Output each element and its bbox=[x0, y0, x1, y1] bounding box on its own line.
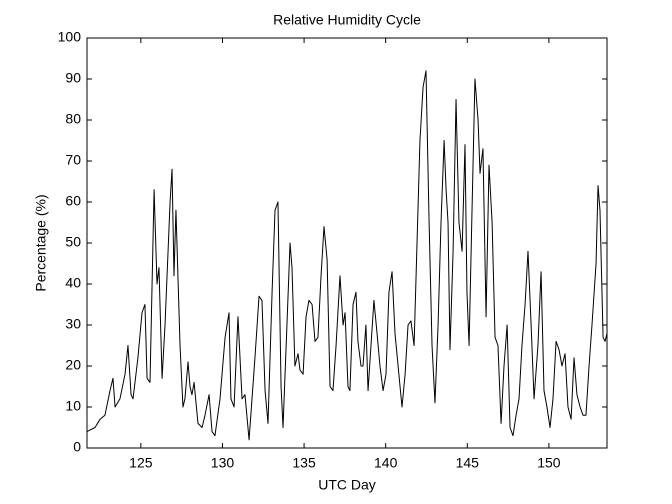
y-tick-label: 0 bbox=[73, 439, 81, 455]
y-tick-label: 10 bbox=[65, 398, 81, 414]
y-tick-label: 80 bbox=[65, 111, 81, 127]
y-tick-label: 30 bbox=[65, 316, 81, 332]
x-tick-label: 145 bbox=[456, 455, 480, 471]
data-line bbox=[86, 70, 608, 441]
y-tick-label: 90 bbox=[65, 70, 81, 86]
y-tick-label: 50 bbox=[65, 234, 81, 250]
y-tick-label: 70 bbox=[65, 152, 81, 168]
y-tick-label: 40 bbox=[65, 275, 81, 291]
x-tick-label: 135 bbox=[292, 455, 316, 471]
x-tick-label: 125 bbox=[129, 455, 153, 471]
y-tick-label: 100 bbox=[58, 29, 82, 45]
x-axis-label: UTC Day bbox=[318, 477, 376, 493]
y-axis-label: Percentage (%) bbox=[33, 194, 49, 291]
chart-title: Relative Humidity Cycle bbox=[273, 12, 421, 28]
x-tick-label: 150 bbox=[537, 455, 561, 471]
y-tick-label: 20 bbox=[65, 357, 81, 373]
x-tick-label: 130 bbox=[211, 455, 235, 471]
x-tick-label: 140 bbox=[374, 455, 398, 471]
y-tick-label: 60 bbox=[65, 193, 81, 209]
